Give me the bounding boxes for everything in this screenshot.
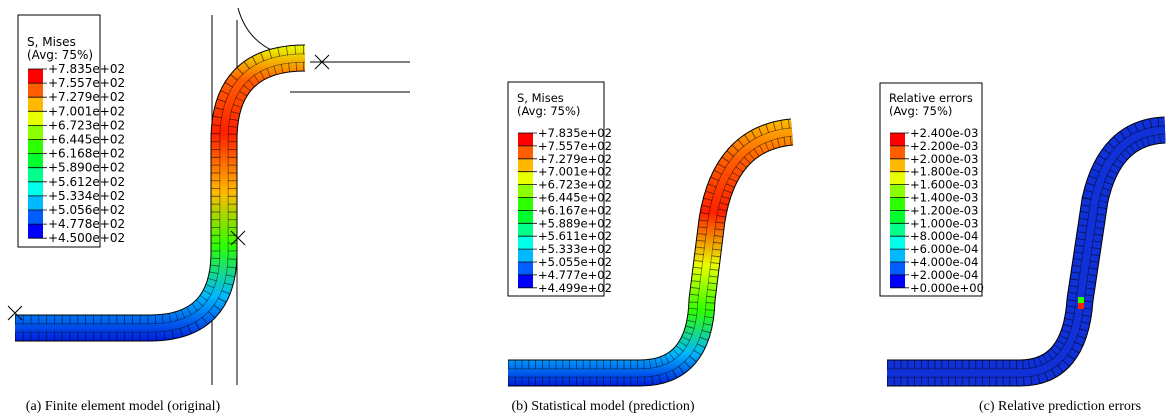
- legend-swatch: [890, 146, 905, 159]
- legend-label: +7.001e+02: [48, 104, 125, 118]
- legend-label: +8.000e-04: [910, 229, 978, 243]
- figure: S, Mises(Avg: 75%)+7.835e+02+7.557e+02+7…: [0, 0, 1171, 419]
- legend-label: +7.835e+02: [48, 62, 125, 76]
- legend-swatch: [518, 262, 533, 275]
- legend-swatch: [518, 159, 533, 172]
- legend-label: +6.168e+02: [48, 147, 125, 161]
- legend-swatch: [890, 185, 905, 198]
- legend-swatch: [890, 159, 905, 172]
- legend-label: +7.279e+02: [538, 152, 612, 166]
- hotspot: [1078, 297, 1084, 303]
- legend-swatch: [518, 249, 533, 262]
- legend-swatch: [28, 97, 43, 111]
- legend-label: +6.723e+02: [48, 118, 125, 132]
- legend-swatch: [890, 210, 905, 223]
- legend-swatch: [28, 182, 43, 196]
- legend-label: +7.557e+02: [48, 76, 125, 90]
- legend-swatch: [28, 140, 43, 154]
- legend-label: +7.279e+02: [48, 90, 125, 104]
- legend-label: +4.500e+02: [48, 231, 125, 245]
- legend-swatch: [890, 198, 905, 211]
- legend-swatch: [28, 154, 43, 168]
- legend-label: +2.400e-03: [910, 126, 978, 140]
- legend-label: +7.001e+02: [538, 165, 612, 179]
- legend-label: +5.890e+02: [48, 161, 125, 175]
- legend-label: +5.334e+02: [48, 189, 125, 203]
- legend-label: +1.200e-03: [910, 203, 978, 217]
- legend-swatch: [518, 210, 533, 223]
- legend-swatch: [518, 185, 533, 198]
- legend-swatch: [890, 223, 905, 236]
- legend-label: +5.333e+02: [538, 242, 612, 256]
- legend-swatch: [518, 236, 533, 249]
- legend-label: +2.000e-04: [910, 268, 978, 282]
- legend-label: +4.000e-04: [910, 255, 978, 269]
- legend-label: +5.612e+02: [48, 175, 125, 189]
- legend-swatch: [518, 198, 533, 211]
- legend-label: +7.557e+02: [538, 139, 612, 153]
- legend-label: +6.723e+02: [538, 178, 612, 192]
- legend-label: +4.777e+02: [538, 268, 612, 282]
- caption: (a) Finite element model (original): [26, 399, 221, 414]
- legend-label: +6.000e-04: [910, 242, 978, 256]
- legend-swatch: [890, 275, 905, 288]
- legend-swatch: [890, 236, 905, 249]
- legend-swatch: [890, 249, 905, 262]
- legend-swatch: [28, 168, 43, 182]
- legend-title: S, Mises: [517, 91, 564, 105]
- legend: S, Mises(Avg: 75%)+7.835e+02+7.557e+02+7…: [508, 82, 612, 296]
- legend-label: +4.778e+02: [48, 217, 125, 231]
- legend-swatch: [890, 172, 905, 185]
- legend-subtitle: (Avg: 75%): [889, 104, 952, 118]
- legend-swatch: [28, 111, 43, 125]
- legend-swatch: [28, 125, 43, 139]
- legend-swatch: [28, 69, 43, 83]
- legend-label: +6.167e+02: [538, 203, 612, 217]
- legend-swatch: [890, 262, 905, 275]
- legend-label: +1.400e-03: [910, 191, 978, 205]
- legend-swatch: [28, 210, 43, 224]
- legend-subtitle: (Avg: 75%): [27, 48, 93, 62]
- legend-label: +0.000e+00: [910, 281, 984, 295]
- legend-label: +2.200e-03: [910, 139, 978, 153]
- legend-swatch: [518, 146, 533, 159]
- legend-swatch: [518, 172, 533, 185]
- legend-swatch: [518, 275, 533, 288]
- legend-title: S, Mises: [27, 35, 76, 49]
- legend-subtitle: (Avg: 75%): [517, 104, 580, 118]
- legend-label: +7.835e+02: [538, 126, 612, 140]
- legend-label: +1.000e-03: [910, 216, 978, 230]
- legend-label: +1.800e-03: [910, 165, 978, 179]
- legend-label: +4.499e+02: [538, 281, 612, 295]
- legend: S, Mises(Avg: 75%)+7.835e+02+7.557e+02+7…: [18, 15, 125, 247]
- hotspot: [1078, 303, 1084, 309]
- legend-label: +5.889e+02: [538, 216, 612, 230]
- legend-swatch: [28, 196, 43, 210]
- legend-label: +5.056e+02: [48, 203, 125, 217]
- legend: Relative errors(Avg: 75%) +2.400e-03+2.20…: [880, 83, 984, 296]
- legend-label: +5.055e+02: [538, 255, 612, 269]
- legend-swatch: [28, 83, 43, 97]
- legend-label: +5.611e+02: [538, 229, 612, 243]
- legend-label: +1.600e-03: [910, 178, 978, 192]
- legend-swatch: [518, 223, 533, 236]
- legend-label: +6.445e+02: [538, 191, 612, 205]
- legend-swatch: [518, 133, 533, 146]
- legend-label: +2.000e-03: [910, 152, 978, 166]
- caption: (b) Statistical model (prediction): [511, 399, 694, 414]
- caption: (c) Relative prediction errors: [979, 399, 1141, 414]
- legend-swatch: [890, 133, 905, 146]
- legend-label: +6.445e+02: [48, 133, 125, 147]
- legend-title: Relative errors: [889, 91, 973, 105]
- legend-swatch: [28, 224, 43, 238]
